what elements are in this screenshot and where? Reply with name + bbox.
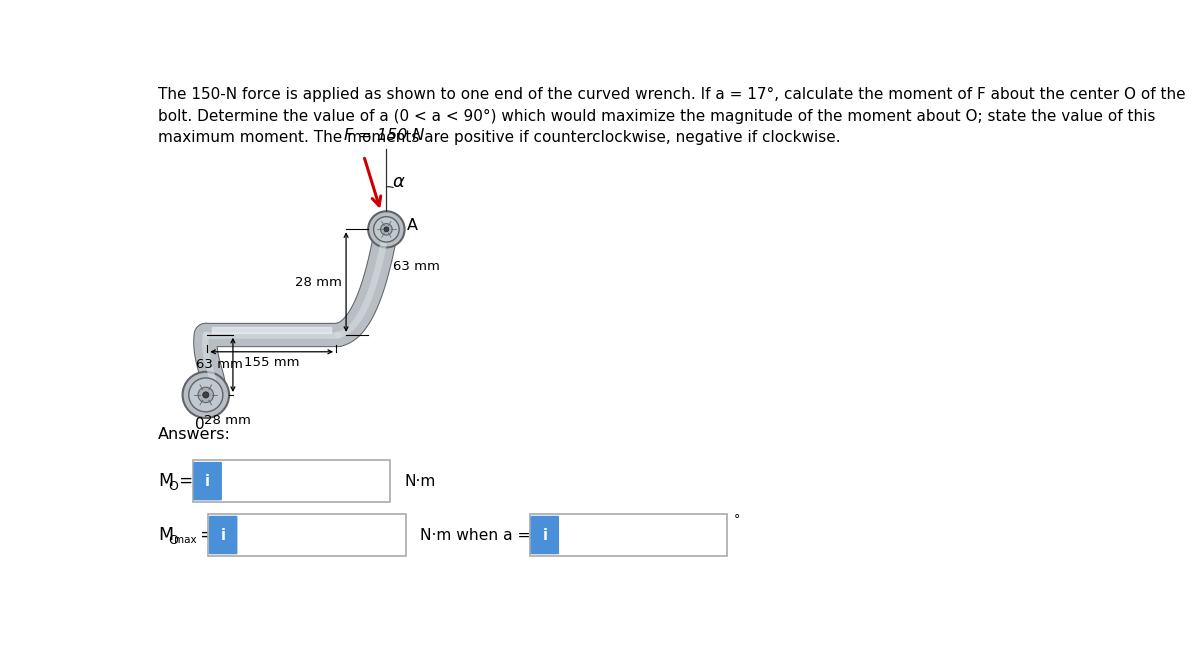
Text: O: O [168,480,178,493]
Circle shape [182,372,229,418]
FancyBboxPatch shape [209,516,238,554]
Text: 155 mm: 155 mm [244,356,300,370]
FancyBboxPatch shape [529,514,727,556]
Text: N·m: N·m [404,474,436,488]
Text: F = 150 N: F = 150 N [343,128,424,143]
Circle shape [373,216,400,242]
Circle shape [203,392,209,398]
Text: i: i [221,527,226,543]
Text: i: i [542,527,547,543]
Circle shape [188,378,223,412]
Circle shape [384,227,389,232]
Text: The 150-N force is applied as shown to one end of the curved wrench. If a = 17°,: The 150-N force is applied as shown to o… [157,87,1186,145]
Text: 63 mm: 63 mm [392,260,439,273]
Text: 28 mm: 28 mm [204,414,251,427]
FancyBboxPatch shape [530,516,559,554]
Text: A: A [407,218,419,233]
Text: max: max [174,535,197,545]
Text: 28 mm: 28 mm [294,276,342,288]
Text: i: i [205,474,210,488]
Circle shape [198,387,214,403]
Text: Answers:: Answers: [157,428,230,442]
Text: =: = [174,472,193,490]
Text: α: α [392,173,404,191]
Text: 63 mm: 63 mm [196,358,242,372]
Text: M: M [157,526,173,544]
Text: N·m when a =: N·m when a = [420,527,530,543]
Text: =: = [194,526,214,544]
FancyBboxPatch shape [193,461,390,502]
Circle shape [380,224,392,235]
Text: 0: 0 [194,416,204,432]
FancyBboxPatch shape [193,462,222,500]
Text: M: M [157,472,173,490]
FancyBboxPatch shape [208,514,406,556]
Text: O: O [168,534,178,547]
Text: °: ° [733,513,740,526]
Circle shape [368,211,404,248]
